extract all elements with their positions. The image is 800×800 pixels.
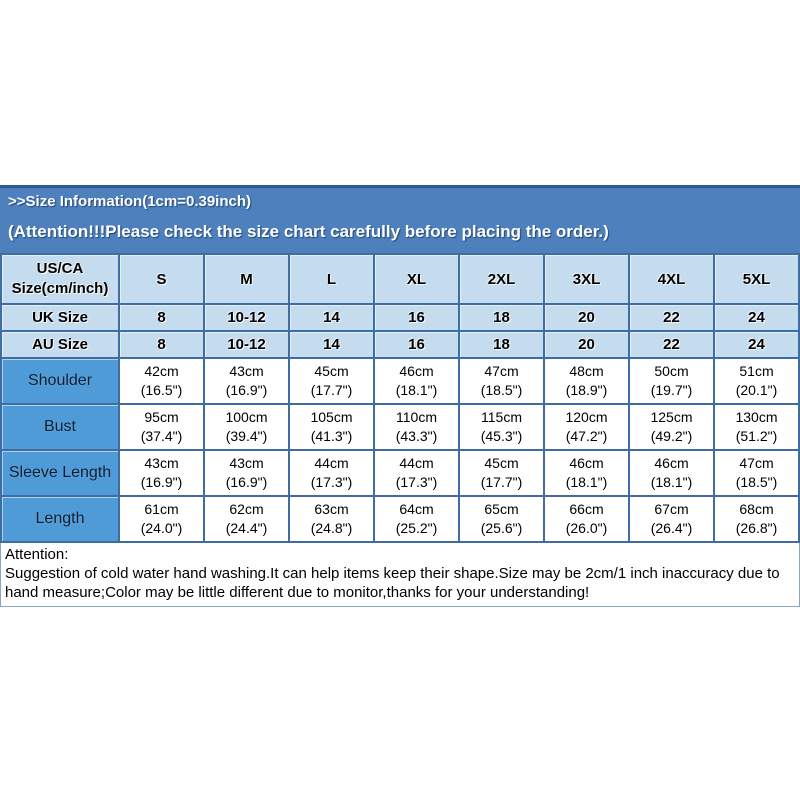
uk-size-value: 18 — [458, 303, 545, 332]
au-size-label: AU Size — [0, 330, 120, 359]
sleeve-length-value: 44cm (17.3") — [288, 449, 375, 497]
au-size-value: 14 — [288, 330, 375, 359]
uk-size-value: 16 — [373, 303, 460, 332]
size-col-2xl: 2XL — [458, 253, 545, 305]
shoulder-value: 43cm (16.9") — [203, 357, 290, 405]
shoulder-value: 47cm (18.5") — [458, 357, 545, 405]
sleeve-length-value: 43cm (16.9") — [203, 449, 290, 497]
sleeve-length-row: Sleeve Length 43cm (16.9") 43cm (16.9") … — [0, 449, 800, 497]
bust-value: 130cm (51.2") — [713, 403, 800, 451]
uk-size-value: 22 — [628, 303, 715, 332]
attention-line-1: Suggestion of cold water hand washing.It… — [5, 565, 780, 582]
au-size-value: 22 — [628, 330, 715, 359]
uk-size-row: UK Size 8 10-12 14 16 18 20 22 24 — [0, 303, 800, 332]
shoulder-value: 48cm (18.9") — [543, 357, 630, 405]
size-chart-content: >>Size Information(1cm=0.39inch) (Attent… — [0, 185, 800, 607]
sleeve-length-value: 45cm (17.7") — [458, 449, 545, 497]
size-col-m: M — [203, 253, 290, 305]
uk-size-value: 14 — [288, 303, 375, 332]
uk-size-value: 24 — [713, 303, 800, 332]
bust-value: 125cm (49.2") — [628, 403, 715, 451]
uk-size-value: 10-12 — [203, 303, 290, 332]
length-value: 61cm (24.0") — [118, 495, 205, 543]
sleeve-length-value: 47cm (18.5") — [713, 449, 800, 497]
au-size-value: 18 — [458, 330, 545, 359]
length-row: Length 61cm (24.0") 62cm (24.4") 63cm (2… — [0, 495, 800, 543]
length-value: 67cm (26.4") — [628, 495, 715, 543]
banner-warning: (Attention!!!Please check the size chart… — [8, 222, 609, 241]
length-value: 63cm (24.8") — [288, 495, 375, 543]
bust-value: 95cm (37.4") — [118, 403, 205, 451]
length-value: 65cm (25.6") — [458, 495, 545, 543]
shoulder-label: Shoulder — [0, 357, 120, 405]
size-table: US/CA Size(cm/inch) S M L XL 2XL 3XL 4XL… — [0, 253, 800, 543]
au-size-value: 16 — [373, 330, 460, 359]
attention-title: Attention: — [5, 546, 69, 563]
au-size-row: AU Size 8 10-12 14 16 18 20 22 24 — [0, 330, 800, 359]
uk-size-value: 20 — [543, 303, 630, 332]
attention-note: Attention: Suggestion of cold water hand… — [0, 543, 800, 607]
sleeve-length-value: 43cm (16.9") — [118, 449, 205, 497]
bust-label: Bust — [0, 403, 120, 451]
size-col-xl: XL — [373, 253, 460, 305]
bust-value: 115cm (45.3") — [458, 403, 545, 451]
bust-value: 105cm (41.3") — [288, 403, 375, 451]
au-size-value: 20 — [543, 330, 630, 359]
shoulder-value: 50cm (19.7") — [628, 357, 715, 405]
bust-row: Bust 95cm (37.4") 100cm (39.4") 105cm (4… — [0, 403, 800, 451]
shoulder-value: 45cm (17.7") — [288, 357, 375, 405]
shoulder-value: 46cm (18.1") — [373, 357, 460, 405]
sleeve-length-value: 46cm (18.1") — [543, 449, 630, 497]
au-size-value: 24 — [713, 330, 800, 359]
au-size-value: 8 — [118, 330, 205, 359]
shoulder-value: 51cm (20.1") — [713, 357, 800, 405]
sleeve-length-label: Sleeve Length — [0, 449, 120, 497]
size-header-corner-label: US/CA Size(cm/inch) — [0, 253, 120, 305]
size-header-row: US/CA Size(cm/inch) S M L XL 2XL 3XL 4XL… — [0, 253, 800, 305]
uk-size-value: 8 — [118, 303, 205, 332]
shoulder-row: Shoulder 42cm (16.5") 43cm (16.9") 45cm … — [0, 357, 800, 405]
banner-title: >>Size Information(1cm=0.39inch) — [8, 193, 251, 210]
sleeve-length-value: 44cm (17.3") — [373, 449, 460, 497]
size-col-4xl: 4XL — [628, 253, 715, 305]
length-value: 66cm (26.0") — [543, 495, 630, 543]
size-col-5xl: 5XL — [713, 253, 800, 305]
size-col-3xl: 3XL — [543, 253, 630, 305]
attention-line-2: hand measure;Color may be little differe… — [5, 584, 590, 601]
bust-value: 110cm (43.3") — [373, 403, 460, 451]
length-value: 64cm (25.2") — [373, 495, 460, 543]
sleeve-length-value: 46cm (18.1") — [628, 449, 715, 497]
au-size-value: 10-12 — [203, 330, 290, 359]
length-value: 68cm (26.8") — [713, 495, 800, 543]
bust-value: 120cm (47.2") — [543, 403, 630, 451]
size-info-banner: >>Size Information(1cm=0.39inch) (Attent… — [0, 185, 800, 253]
length-label: Length — [0, 495, 120, 543]
size-col-l: L — [288, 253, 375, 305]
shoulder-value: 42cm (16.5") — [118, 357, 205, 405]
uk-size-label: UK Size — [0, 303, 120, 332]
size-col-s: S — [118, 253, 205, 305]
length-value: 62cm (24.4") — [203, 495, 290, 543]
bust-value: 100cm (39.4") — [203, 403, 290, 451]
